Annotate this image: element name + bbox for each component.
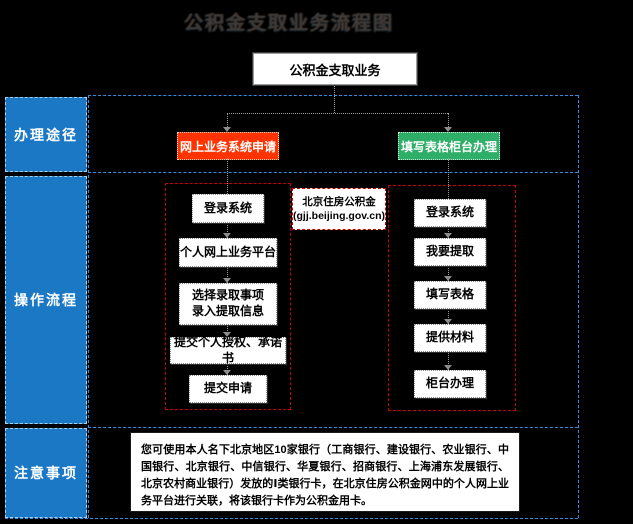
counter-flow-lane: [388, 185, 516, 411]
online-step-submit-application: 提交申请: [189, 375, 267, 403]
arrow-down-icon: [223, 278, 231, 283]
arrow-down-icon: [223, 127, 231, 132]
online-step-select-enter-info: 选择录取事项 录入提取信息: [179, 283, 277, 325]
connector-line: [448, 350, 449, 370]
arrow-down-icon: [444, 365, 452, 370]
arrow-down-icon: [223, 332, 231, 337]
connector-line: [227, 362, 228, 375]
connector-line: [227, 113, 448, 114]
website-url: (gjj.beijing.gov.cn): [293, 210, 385, 222]
counter-step-provide-materials: 提供材料: [414, 324, 486, 352]
diagram-title: 公积金支取业务流程图: [183, 13, 394, 34]
arrow-down-icon: [444, 319, 452, 324]
grid-line-left: [88, 95, 89, 518]
notes-text: 您可使用本人名下北京地区10家银行（工商银行、建设银行、农业银行、中国银行、北京…: [141, 444, 509, 508]
arrow-down-icon: [223, 233, 231, 238]
online-flow-lane: [165, 183, 291, 410]
counter-step-fill-form: 填写表格: [414, 281, 486, 309]
counter-step-counter-handle: 柜台办理: [414, 370, 486, 398]
arrow-down-icon: [444, 276, 452, 281]
grid-line-row2-row3: [88, 427, 578, 428]
online-step-personal-platform: 个人网上业务平台: [179, 238, 277, 267]
sidebar-row-caozuo-liucheng: 操作流程: [5, 176, 87, 424]
online-step-login: 登录系统: [192, 194, 264, 223]
arrow-down-icon: [223, 370, 231, 375]
sidebar-row-zhuyi-shixiang: 注意事项: [5, 428, 87, 518]
connector-line: [448, 225, 449, 238]
counter-step-i-want-withdraw: 我要提取: [414, 238, 486, 266]
arrow-down-icon: [444, 127, 452, 132]
connector-line: [448, 307, 449, 324]
connector-line: [227, 158, 228, 194]
connector-line: [227, 221, 228, 238]
website-name: 北京住房公积金: [302, 195, 376, 208]
connector-line: [448, 113, 449, 129]
sidebar-label: 操作流程: [14, 292, 78, 308]
counter-step-login: 登录系统: [414, 199, 486, 227]
sidebar-row-banli-tujing: 办理途径: [5, 97, 87, 172]
branch-online-application: 网上业务系统申请: [177, 132, 279, 160]
online-step-submit-authorization: 提交个人授权、承诺书: [170, 335, 286, 365]
sidebar-label: 注意事项: [14, 465, 78, 481]
connector-line: [227, 113, 228, 129]
grid-line-bottom: [5, 518, 578, 519]
grid-line-top: [88, 95, 578, 96]
connector-line: [448, 158, 449, 199]
notes-panel: 您可使用本人名下北京地区10家银行（工商银行、建设银行、农业银行、中国银行、北京…: [130, 432, 520, 512]
connector-line: [334, 84, 335, 113]
root-node: 公积金支取业务: [253, 53, 417, 85]
website-box: 北京住房公积金 (gjj.beijing.gov.cn): [292, 188, 386, 230]
arrow-down-icon: [444, 233, 452, 238]
grid-line-row1-row2: [88, 172, 578, 173]
sidebar-label: 办理途径: [14, 126, 78, 143]
grid-line-right: [578, 95, 579, 518]
branch-counter-handling: 填写表格柜台办理: [398, 132, 500, 160]
connector-line: [227, 323, 228, 337]
connector-line: [227, 265, 228, 283]
connector-line: [448, 264, 449, 281]
